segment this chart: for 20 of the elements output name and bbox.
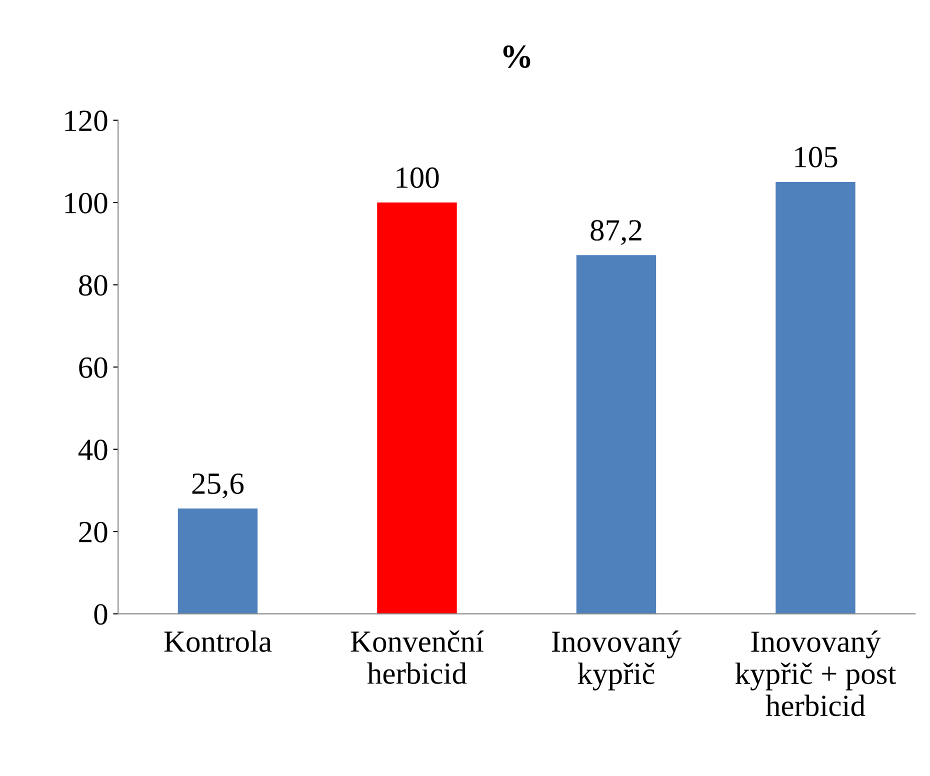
x-tick-label: Inovovaný kypřič + post herbicid xyxy=(735,630,896,716)
bar xyxy=(377,202,457,614)
y-tick-label: 60 xyxy=(79,357,108,378)
bar xyxy=(776,182,856,614)
bar xyxy=(178,508,258,614)
y-tick-label: 120 xyxy=(65,110,108,132)
chart-title: % xyxy=(503,45,530,68)
y-tick-label: 40 xyxy=(78,440,108,460)
data-label: 100 xyxy=(396,167,439,188)
x-tick-label: Kontrola xyxy=(164,630,272,652)
y-tick-label: 20 xyxy=(79,522,108,542)
data-label: 105 xyxy=(795,146,838,168)
x-tick-label: Inovovaný kypřič xyxy=(552,630,682,690)
y-tick-label: 100 xyxy=(65,192,108,214)
y-tick-label: 0 xyxy=(94,604,108,625)
data-label: 87,2 xyxy=(590,220,642,246)
y-tick-label: 80 xyxy=(78,275,108,296)
data-label: 25,6 xyxy=(192,473,244,498)
bar xyxy=(576,255,656,614)
x-tick-label: Konvenční herbicid xyxy=(350,630,484,684)
